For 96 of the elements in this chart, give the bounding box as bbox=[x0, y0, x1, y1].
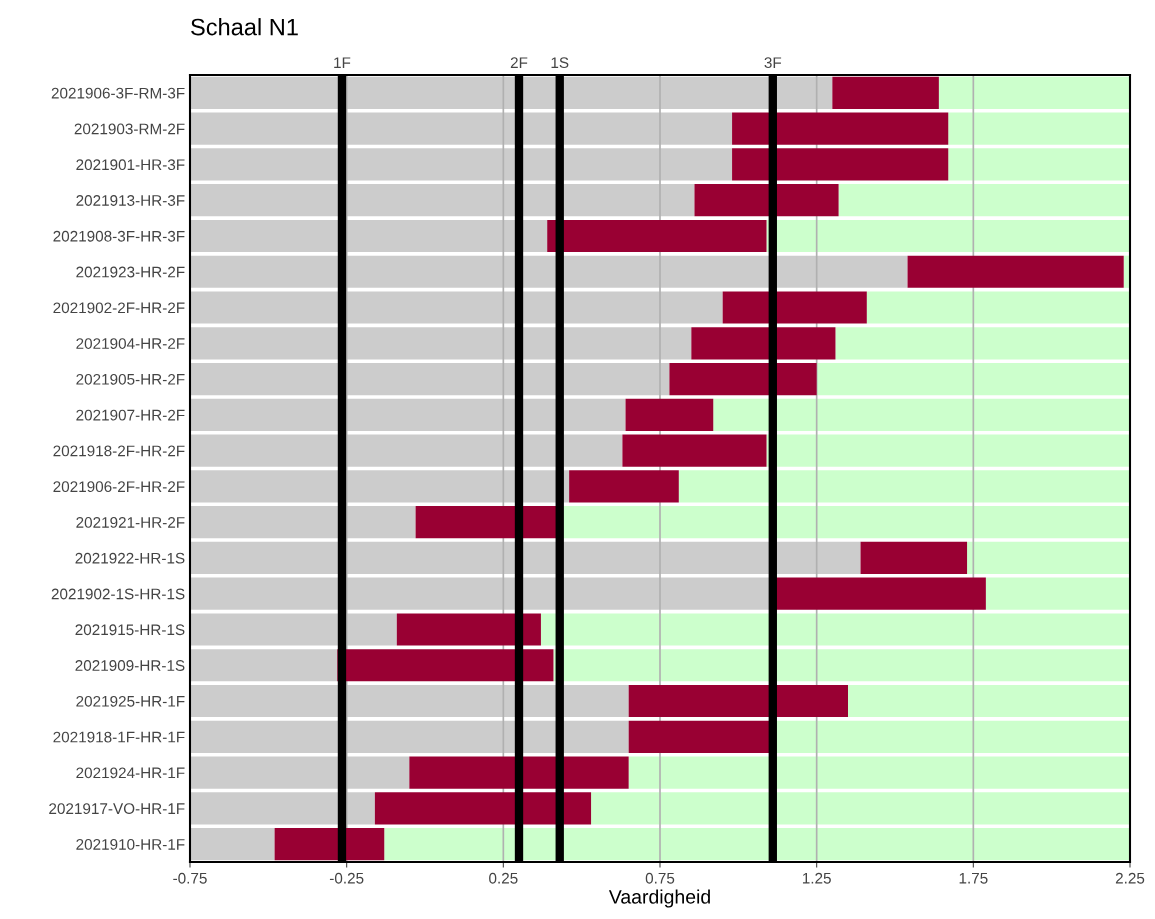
bar bbox=[374, 792, 592, 825]
x-tick-label: 2.25 bbox=[1115, 872, 1145, 884]
ref-line-label: 1S bbox=[551, 57, 569, 69]
bar bbox=[625, 398, 714, 431]
bar bbox=[967, 541, 1130, 575]
y-tick-label: 2021902-2F-HR-2F bbox=[53, 302, 185, 314]
bar bbox=[190, 756, 410, 789]
bar bbox=[766, 219, 1130, 253]
bar bbox=[553, 649, 1130, 682]
x-tick-label: -0.75 bbox=[173, 872, 207, 884]
bar bbox=[540, 613, 1130, 646]
bar bbox=[190, 649, 338, 682]
x-axis-title: Vaardigheid bbox=[608, 889, 710, 908]
bar bbox=[190, 255, 908, 288]
chart-title: Schaal N1 bbox=[191, 18, 298, 36]
bar bbox=[694, 184, 839, 217]
y-tick-label: 2021922-HR-1S bbox=[75, 552, 185, 564]
bar bbox=[669, 362, 817, 396]
bar bbox=[848, 684, 1130, 718]
bar bbox=[907, 255, 1124, 288]
bar bbox=[190, 398, 626, 431]
ref-line-label: 2F bbox=[510, 57, 528, 68]
y-tick-label: 2021906-2F-HR-2F bbox=[53, 481, 185, 493]
bar bbox=[190, 76, 833, 109]
bar bbox=[816, 362, 1130, 396]
bar bbox=[832, 76, 939, 109]
bar bbox=[415, 506, 557, 539]
bar bbox=[713, 398, 1130, 431]
y-tick-label: 2021901-HR-3F bbox=[76, 159, 185, 171]
x-tick-label: 1.25 bbox=[802, 872, 831, 884]
bar bbox=[835, 327, 1130, 360]
bar bbox=[838, 184, 1130, 217]
bar bbox=[190, 148, 733, 181]
y-tick-label: 2021923-HR-2F bbox=[76, 266, 185, 278]
bar bbox=[678, 470, 1130, 503]
y-tick-label: 2021918-1F-HR-1F bbox=[53, 731, 185, 743]
y-tick-label: 2021921-HR-2F bbox=[76, 517, 185, 528]
bar bbox=[396, 613, 541, 646]
y-tick-label: 2021917-VO-HR-1F bbox=[49, 803, 185, 815]
y-tick-label: 2021909-HR-1S bbox=[75, 660, 185, 671]
bar bbox=[569, 470, 679, 503]
bar bbox=[190, 720, 629, 753]
bar bbox=[938, 76, 1130, 109]
x-tick-label: 1.75 bbox=[959, 872, 988, 884]
bar bbox=[948, 112, 1130, 145]
bar bbox=[628, 720, 770, 753]
bar bbox=[190, 112, 733, 145]
bar bbox=[190, 470, 570, 503]
bar bbox=[766, 434, 1130, 467]
y-tick-label: 2021904-HR-2F bbox=[76, 338, 185, 349]
y-tick-label: 2021913-HR-3F bbox=[76, 195, 185, 206]
x-tick-label: -0.25 bbox=[329, 872, 364, 884]
y-tick-label: 2021903-RM-2F bbox=[74, 123, 185, 135]
bar bbox=[274, 828, 385, 861]
bar bbox=[860, 541, 968, 575]
bar bbox=[190, 684, 629, 718]
bar bbox=[384, 828, 1130, 861]
bar bbox=[722, 291, 867, 324]
bar bbox=[190, 613, 397, 646]
bar bbox=[948, 148, 1130, 181]
y-tick-label: 2021918-2F-HR-2F bbox=[53, 445, 185, 457]
bar bbox=[190, 792, 375, 825]
bar bbox=[866, 291, 1130, 324]
bar bbox=[691, 327, 836, 360]
bar bbox=[409, 756, 629, 789]
bar bbox=[732, 148, 949, 181]
bar bbox=[337, 649, 554, 682]
y-tick-label: 2021910-HR-1F bbox=[76, 838, 185, 850]
y-tick-label: 2021915-HR-1S bbox=[75, 624, 185, 636]
ref-line-label: 1F bbox=[334, 57, 351, 68]
x-tick-label: 0.75 bbox=[645, 872, 675, 884]
bar bbox=[547, 219, 767, 253]
bar bbox=[628, 756, 1130, 789]
bar bbox=[628, 684, 848, 718]
bar bbox=[732, 112, 949, 145]
bar bbox=[190, 434, 623, 467]
y-tick-label: 2021908-3F-HR-3F bbox=[53, 230, 185, 242]
bar bbox=[622, 434, 767, 467]
bar bbox=[190, 327, 692, 360]
y-tick-label: 2021924-HR-1F bbox=[76, 767, 185, 779]
bar bbox=[190, 219, 548, 253]
bar bbox=[190, 506, 416, 539]
y-tick-label: 2021925-HR-1F bbox=[76, 695, 185, 707]
y-tick-label: 2021906-3F-RM-3F bbox=[51, 87, 185, 99]
y-tick-label: 2021905-HR-2F bbox=[76, 373, 185, 385]
y-tick-label: 2021902-1S-HR-1S bbox=[51, 588, 185, 600]
bar bbox=[190, 184, 695, 217]
bar bbox=[190, 362, 670, 396]
ref-line-label: 3F bbox=[764, 57, 782, 69]
bar bbox=[190, 541, 861, 575]
y-tick-label: 2021907-HR-2F bbox=[76, 409, 185, 421]
x-tick-label: 0.25 bbox=[489, 872, 518, 884]
bar bbox=[591, 792, 1130, 825]
bar bbox=[190, 291, 723, 324]
bar bbox=[985, 577, 1130, 610]
bar bbox=[190, 828, 275, 861]
